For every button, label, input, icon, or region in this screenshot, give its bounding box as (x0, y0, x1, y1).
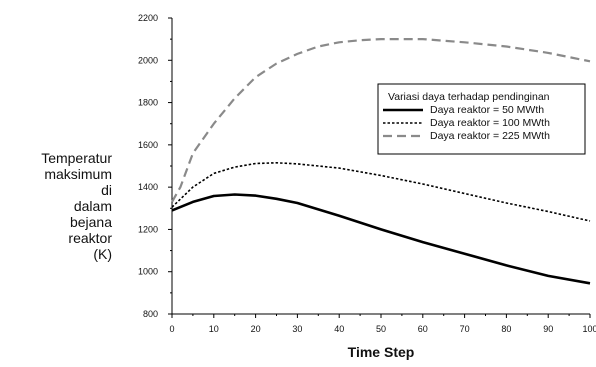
axes: 800 1000 1200 1400 1600 1800 2000 2200 0 10 20 30 40… (138, 13, 596, 334)
x-tick-label: 100 (582, 324, 596, 334)
legend-title: Variasi daya terhadap pendinginan (388, 91, 550, 103)
x-tick-label: 30 (292, 324, 302, 334)
legend-label-2: Daya reaktor = 100 MWth (430, 117, 550, 129)
series-line-3 (171, 37, 591, 203)
y-tick-label: 1000 (138, 267, 158, 277)
series-line-2 (171, 162, 591, 222)
y-tick-label: 1800 (138, 98, 158, 108)
y-tick-label: 2200 (138, 13, 158, 23)
y-axis-title-line: dalam (73, 198, 112, 214)
y-axis-title: Temperatur maksimum di dalam bejana reak… (0, 150, 112, 262)
x-axis-title: Time Step (348, 344, 415, 360)
y-tick-label: 1400 (138, 182, 158, 192)
series-layer (171, 37, 591, 285)
x-tick-label: 20 (251, 324, 261, 334)
legend-box (377, 83, 586, 155)
y-axis-title-line: reaktor (68, 230, 112, 246)
x-tick-label: 50 (376, 324, 386, 334)
y-axis-title-line: Temperatur (41, 150, 112, 166)
x-tick-label: 80 (501, 324, 511, 334)
x-tick-label: 70 (460, 324, 470, 334)
y-tick-label: 1600 (138, 140, 158, 150)
legend: Variasi daya terhadap pendinginan Daya r… (377, 83, 586, 155)
legend-label-1: Daya reaktor = 50 MWth (430, 104, 544, 116)
y-axis-title-line: di (101, 182, 112, 198)
y-tick-label: 800 (143, 309, 158, 319)
y-axis-title-line: bejana (69, 214, 112, 230)
legend-label-3: Daya reaktor = 225 MWth (430, 130, 550, 142)
x-tick-label: 90 (543, 324, 553, 334)
x-tick-label: 40 (334, 324, 344, 334)
series-line-1 (171, 193, 591, 285)
y-tick-label: 1200 (138, 224, 158, 234)
x-tick-label: 0 (169, 324, 174, 334)
x-tick-label: 60 (418, 324, 428, 334)
y-tick-label: 2000 (138, 55, 158, 65)
y-axis-title-line: (K) (93, 246, 112, 262)
x-tick-label: 10 (209, 324, 219, 334)
y-axis-title-line: maksimum (44, 166, 112, 182)
